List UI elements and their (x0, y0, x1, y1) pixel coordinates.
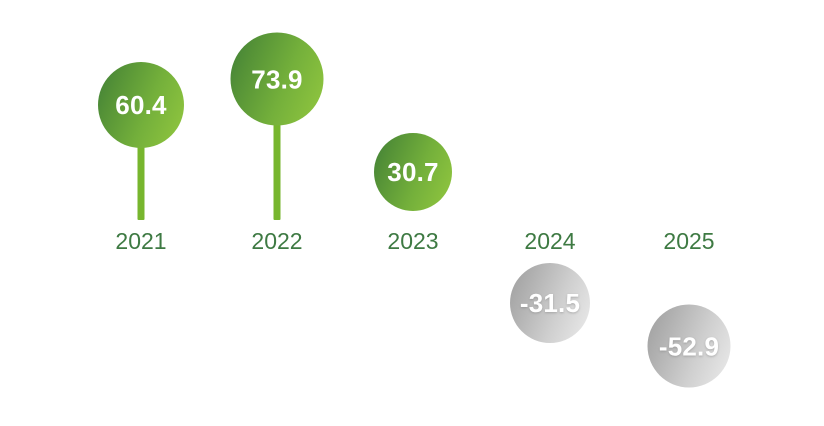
category-label-2021: 2021 (115, 228, 167, 254)
stem-2022 (273, 121, 281, 220)
bubble-2021[interactable]: 60.4 (98, 62, 184, 148)
category-label-2024: 2024 (524, 228, 576, 254)
category-label-2022: 2022 (251, 228, 303, 254)
bubble-value-2022: 73.9 (251, 64, 303, 94)
bubble-2024[interactable]: -31.5 (510, 263, 590, 343)
bubble-value-2025: -52.9 (658, 331, 720, 361)
bubble-value-2023: 30.7 (387, 157, 439, 187)
category-label-2023: 2023 (387, 228, 439, 254)
bubble-2025[interactable]: -52.9 (647, 304, 731, 388)
bubble-2023[interactable]: 30.7 (374, 133, 452, 211)
bubble-value-2021: 60.4 (115, 90, 167, 120)
stem-2021 (137, 144, 145, 220)
bubble-2022[interactable]: 73.9 (230, 32, 324, 126)
category-label-2025: 2025 (663, 228, 715, 254)
bubble-value-2024: -31.5 (519, 288, 581, 318)
